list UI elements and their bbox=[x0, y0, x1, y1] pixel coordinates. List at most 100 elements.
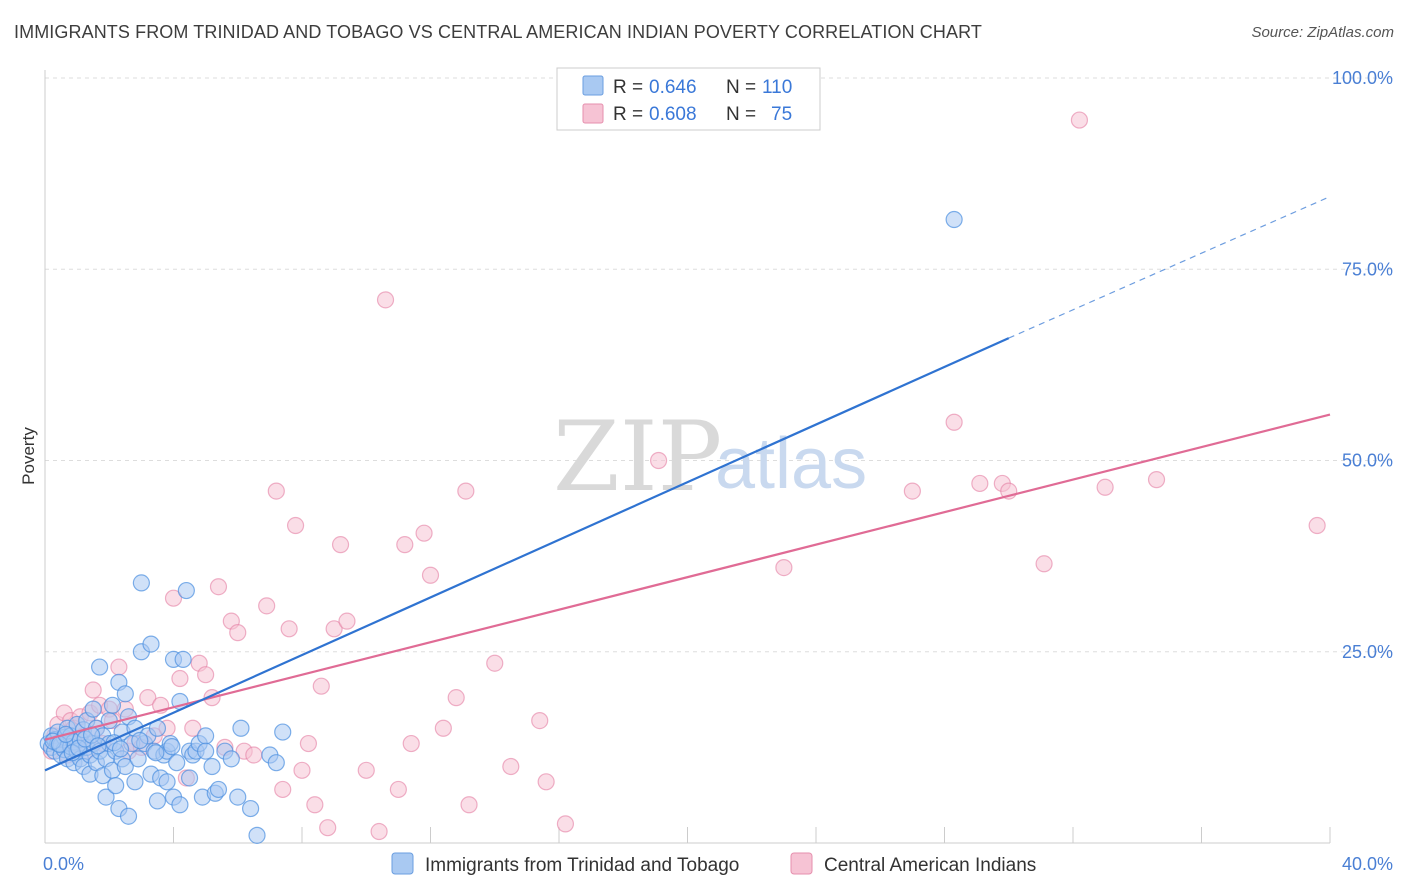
point-central-american-indians bbox=[171, 669, 189, 688]
point-central-american-indians bbox=[139, 689, 157, 707]
legend-r-value-2: 0.608 bbox=[649, 104, 697, 125]
point-central-american-indians bbox=[1096, 478, 1114, 496]
point-trinidad-tobago bbox=[147, 744, 165, 762]
point-trinidad-tobago bbox=[131, 731, 149, 750]
point-central-american-indians bbox=[460, 796, 478, 814]
point-trinidad-tobago bbox=[100, 711, 118, 730]
y-tick-label: 100.0% bbox=[1332, 68, 1393, 88]
legend-item-blue-label: Immigrants from Trinidad and Tobago bbox=[425, 855, 739, 876]
point-central-american-indians bbox=[531, 711, 549, 730]
point-central-american-indians bbox=[184, 719, 202, 737]
point-trinidad-tobago bbox=[242, 799, 260, 818]
point-central-american-indians bbox=[319, 819, 337, 837]
trend-lines bbox=[44, 196, 1331, 772]
watermark-atlas: atlas bbox=[715, 424, 867, 504]
point-central-american-indians bbox=[1035, 555, 1053, 573]
point-trinidad-tobago bbox=[171, 796, 189, 814]
legend-item-pink-label: Central American Indians bbox=[824, 855, 1036, 876]
point-central-american-indians bbox=[312, 677, 330, 695]
point-trinidad-tobago bbox=[177, 581, 195, 600]
legend-n-label-1: N = bbox=[726, 77, 756, 98]
point-central-american-indians bbox=[402, 734, 420, 753]
point-central-american-indians bbox=[1308, 516, 1326, 535]
point-trinidad-tobago bbox=[180, 769, 199, 787]
point-central-american-indians bbox=[110, 658, 128, 676]
y-tick-label: 75.0% bbox=[1342, 259, 1393, 279]
point-central-american-indians bbox=[306, 796, 324, 814]
point-trinidad-tobago bbox=[97, 788, 115, 806]
point-central-american-indians bbox=[649, 451, 668, 470]
point-central-american-indians bbox=[556, 815, 575, 833]
point-central-american-indians bbox=[415, 524, 433, 542]
legend-item-pink-swatch bbox=[790, 852, 813, 875]
trend-line-central-american-indians bbox=[44, 413, 1331, 741]
point-trinidad-tobago bbox=[209, 780, 228, 799]
watermark: ZIP atlas bbox=[553, 401, 867, 513]
point-central-american-indians bbox=[84, 681, 102, 699]
legend-n-value-2: 75 bbox=[771, 104, 792, 125]
point-trinidad-tobago bbox=[168, 754, 186, 772]
point-central-american-indians bbox=[286, 516, 305, 535]
point-central-american-indians bbox=[370, 822, 388, 841]
y-axis-title: Poverty bbox=[19, 427, 38, 485]
point-trinidad-tobago bbox=[174, 650, 192, 669]
legend-r-value-1: 0.646 bbox=[649, 77, 697, 98]
chart-title: IMMIGRANTS FROM TRINIDAD AND TOBAGO VS C… bbox=[14, 22, 982, 42]
point-central-american-indians bbox=[274, 780, 292, 799]
legend-r-label-1: R = bbox=[613, 77, 643, 98]
point-central-american-indians bbox=[389, 780, 407, 799]
point-central-american-indians bbox=[502, 757, 520, 776]
source-label: Source: ZipAtlas.com bbox=[1251, 24, 1394, 41]
point-central-american-indians bbox=[537, 773, 555, 791]
point-central-american-indians bbox=[971, 474, 989, 493]
point-central-american-indians bbox=[197, 666, 215, 684]
point-central-american-indians bbox=[229, 624, 247, 642]
point-central-american-indians bbox=[338, 612, 356, 630]
point-trinidad-tobago bbox=[107, 777, 125, 795]
point-central-american-indians bbox=[1070, 111, 1089, 129]
x-tick-label: 40.0% bbox=[1342, 854, 1393, 874]
trend-line-trinidad-tobago-extension bbox=[1008, 196, 1331, 339]
legend-item-blue-swatch bbox=[391, 852, 414, 875]
point-trinidad-tobago bbox=[197, 727, 215, 745]
point-central-american-indians bbox=[209, 578, 228, 596]
point-central-american-indians bbox=[396, 536, 414, 554]
point-central-american-indians bbox=[331, 536, 350, 554]
tick-labels: 25.0% 50.0% 75.0% 100.0% 0.0% 40.0% bbox=[43, 68, 1393, 874]
point-trinidad-tobago bbox=[116, 685, 134, 703]
point-central-american-indians bbox=[457, 482, 475, 500]
point-trinidad-tobago bbox=[222, 750, 240, 768]
point-central-american-indians bbox=[486, 654, 504, 672]
point-trinidad-tobago bbox=[132, 574, 150, 592]
point-central-american-indians bbox=[447, 689, 465, 707]
point-central-american-indians bbox=[1147, 471, 1166, 489]
y-tick-label: 25.0% bbox=[1342, 642, 1393, 662]
point-central-american-indians bbox=[376, 291, 395, 309]
point-central-american-indians bbox=[280, 620, 298, 638]
trend-line-trinidad-tobago bbox=[44, 337, 1010, 772]
series-trinidad-tobago-points bbox=[39, 210, 963, 844]
correlation-legend: R = 0.646 N = 110 R = 0.608 N = 75 bbox=[556, 67, 821, 131]
legend-n-label-2: N = bbox=[726, 104, 756, 125]
series-legend: Immigrants from Trinidad and Tobago Cent… bbox=[391, 852, 1036, 876]
point-trinidad-tobago bbox=[91, 658, 109, 676]
point-central-american-indians bbox=[267, 482, 285, 500]
point-central-american-indians bbox=[293, 761, 311, 779]
point-trinidad-tobago bbox=[126, 773, 144, 791]
point-central-american-indians bbox=[325, 620, 343, 638]
point-trinidad-tobago bbox=[129, 750, 147, 768]
watermark-zip: ZIP bbox=[553, 401, 722, 513]
legend-swatch-blue bbox=[582, 75, 604, 96]
point-trinidad-tobago bbox=[274, 723, 292, 741]
point-central-american-indians bbox=[164, 589, 183, 607]
point-trinidad-tobago bbox=[84, 700, 102, 718]
point-trinidad-tobago bbox=[148, 792, 167, 810]
point-trinidad-tobago bbox=[119, 807, 138, 825]
point-central-american-indians bbox=[775, 558, 793, 577]
point-central-american-indians bbox=[421, 566, 440, 584]
point-trinidad-tobago bbox=[142, 635, 160, 653]
point-central-american-indians bbox=[245, 746, 263, 764]
point-trinidad-tobago bbox=[158, 773, 176, 791]
legend-n-value-1: 110 bbox=[762, 77, 792, 98]
